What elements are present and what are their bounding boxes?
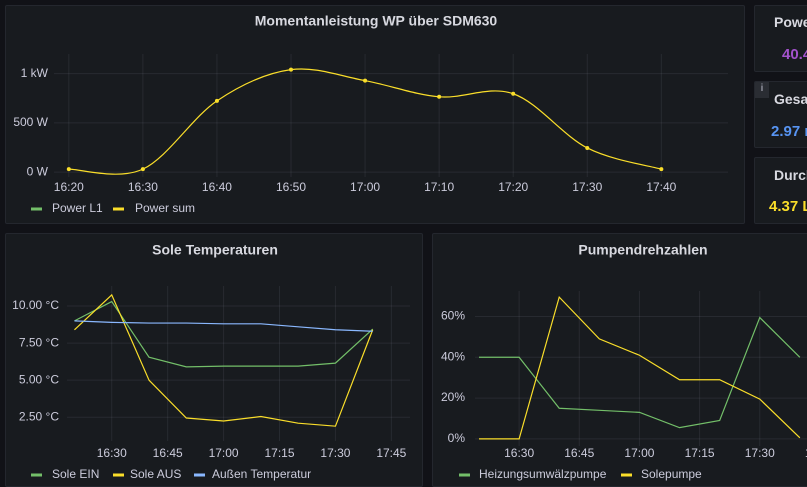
stat-value: 2.97 r	[771, 123, 807, 140]
x-tick-label: 16:45	[564, 446, 594, 460]
chart-title: Pumpendrehzahlen	[578, 242, 707, 258]
data-point	[437, 94, 442, 99]
series-line	[74, 320, 373, 332]
x-tick-label: 17:30	[745, 446, 775, 460]
y-tick-label: 2.50 °C	[19, 409, 59, 423]
y-tick-label: 0 W	[27, 164, 49, 178]
chart-panel: Pumpendrehzahlen 0% 20% 40% 60% 16:30 16:45 17:…	[432, 233, 807, 487]
data-point	[363, 78, 368, 83]
x-tick-label: 16:40	[202, 180, 232, 194]
data-point	[140, 167, 145, 172]
y-tick-label: 5.00 °C	[19, 372, 59, 386]
data-point	[289, 67, 294, 72]
stat-value: 40.4	[782, 46, 807, 63]
legend-label: Sole AUS	[130, 467, 181, 481]
legend-label: Heizungsumwälzpumpe	[479, 467, 607, 481]
stat-panel[interactable]: Durch 4.37 L	[754, 157, 807, 224]
data-point	[511, 91, 516, 96]
y-tick-label: 10.00 °C	[12, 298, 59, 312]
x-tick-label: 17:15	[685, 446, 715, 460]
y-tick-label: 20%	[441, 390, 465, 404]
x-tick-label: 17:00	[624, 446, 654, 460]
x-tick-label: 17:15	[264, 446, 294, 460]
legend-label: Außen Temperatur	[212, 467, 311, 481]
chart-panel: Sole Temperaturen 2.50 °C 5.00 °C 7.50 °C 10…	[5, 233, 423, 487]
y-tick-label: 0%	[448, 431, 466, 445]
chart-title: Momentanleistung WP über SDM630	[255, 13, 498, 29]
x-tick-label: 17:45	[805, 446, 807, 460]
x-tick-label: 17:45	[376, 446, 406, 460]
info-icon[interactable]: i	[755, 82, 769, 98]
x-tick-label: 17:00	[209, 446, 239, 460]
stat-value: 4.37 L	[769, 198, 807, 215]
y-tick-label: 7.50 °C	[19, 335, 59, 349]
x-tick-label: 17:10	[424, 180, 454, 194]
x-tick-label: 17:20	[498, 180, 528, 194]
series-line	[479, 316, 801, 429]
stat-title: Powe	[774, 14, 807, 30]
legend-label: Power sum	[135, 201, 195, 215]
data-point	[214, 98, 219, 103]
legend-label: Solepumpe	[641, 467, 702, 481]
x-tick-label: 17:30	[572, 180, 602, 194]
y-tick-label: 500 W	[13, 115, 48, 129]
x-tick-label: 16:30	[128, 180, 158, 194]
data-point	[66, 167, 71, 172]
stat-title: Gesa	[774, 91, 807, 107]
series-line	[479, 295, 801, 440]
x-tick-label: 16:50	[276, 180, 306, 194]
x-tick-label: 17:00	[350, 180, 380, 194]
stat-panel[interactable]: Powe 40.4	[754, 5, 807, 72]
legend-label: Power L1	[52, 201, 103, 215]
y-tick-label: 40%	[441, 349, 465, 363]
chart-title: Sole Temperaturen	[152, 242, 278, 258]
x-tick-label: 16:30	[504, 446, 534, 460]
y-tick-label: 60%	[441, 309, 465, 323]
x-tick-label: 17:40	[646, 180, 676, 194]
series-line	[74, 300, 374, 368]
x-tick-label: 16:30	[97, 446, 127, 460]
stat-panel[interactable]: i Gesa 2.97 r	[754, 81, 807, 148]
data-point	[585, 145, 590, 150]
x-tick-label: 17:30	[320, 446, 350, 460]
chart: Sole Temperaturen 2.50 °C 5.00 °C 7.50 °C 10…	[12, 242, 410, 481]
stat-title: Durch	[774, 167, 807, 183]
x-tick-label: 16:45	[153, 446, 183, 460]
x-tick-label: 16:20	[54, 180, 84, 194]
y-tick-label: 1 kW	[21, 66, 49, 80]
chart: Pumpendrehzahlen 0% 20% 40% 60% 16:30 16:45 17:…	[441, 242, 807, 481]
data-point	[659, 167, 664, 172]
chart-panel: Momentanleistung WP über SDM630 0 W 500 W 1…	[5, 5, 745, 224]
series-line	[74, 293, 374, 427]
chart: Momentanleistung WP über SDM630 0 W 500 W 1…	[13, 13, 728, 215]
legend-label: Sole EIN	[52, 467, 99, 481]
